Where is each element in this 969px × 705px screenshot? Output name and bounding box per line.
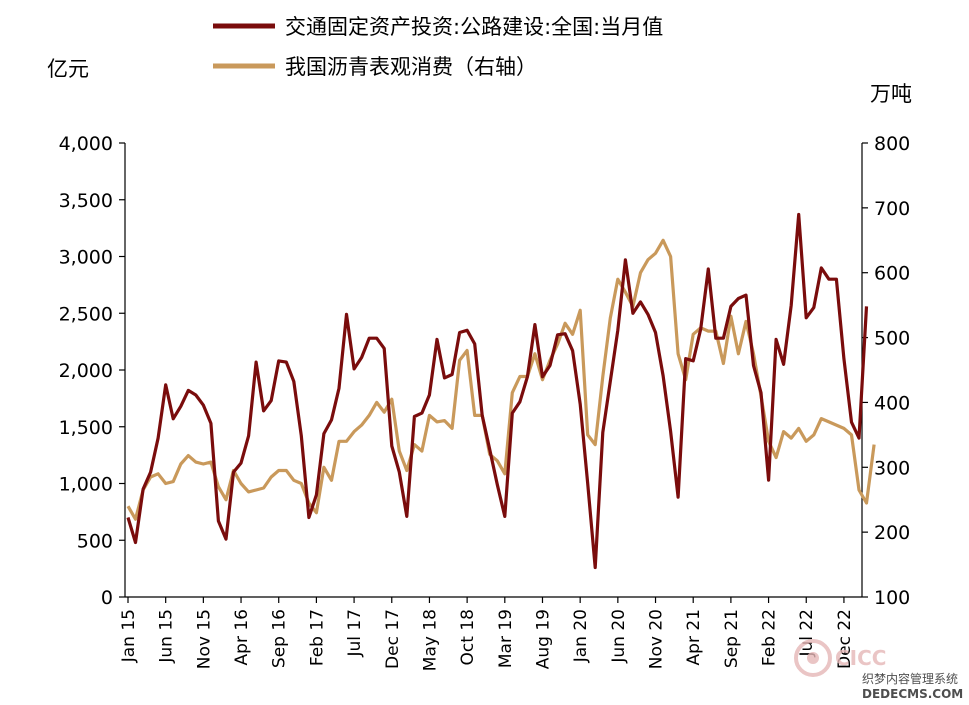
- x-tick-label: Jul 17: [345, 609, 365, 658]
- x-tick-label: Jun 20: [609, 609, 629, 664]
- series-layer: [126, 212, 876, 570]
- x-tick-label: Jan 15: [119, 609, 139, 663]
- right-tick-label: 700: [874, 198, 910, 220]
- x-axis-ticks: Jan 15 Jun 15 Nov 15 Apr 16 Sep 16 Feb 17 Jul …: [119, 597, 855, 671]
- x-tick-label: Feb 22: [760, 609, 780, 666]
- left-tick-label: 1,500: [59, 417, 113, 439]
- left-tick-label: 3,000: [59, 247, 113, 269]
- left-axis-ticks: 0 500 1,000 1,500 2,000 2,500 3,000 3,500 4,000: [59, 133, 125, 609]
- x-tick-label: Sep 21: [722, 609, 742, 668]
- left-axis-unit: 亿元: [47, 57, 89, 81]
- x-tick-label: Dec 22: [835, 609, 855, 669]
- right-tick-label: 600: [874, 263, 910, 285]
- left-tick-label: 1,000: [59, 474, 113, 496]
- x-tick-label: Apr 21: [684, 609, 704, 665]
- x-tick-label: Apr 16: [232, 609, 252, 665]
- x-tick-label: Jul 22: [797, 609, 817, 658]
- legend-label-asphalt-consumption: 我国沥青表观消费（右轴）: [285, 55, 537, 79]
- legend: 交通固定资产投资:公路建设:全国:当月值 我国沥青表观消费（右轴）: [213, 15, 663, 79]
- svg-text:CICC: CICC: [835, 646, 886, 670]
- right-tick-label: 200: [874, 522, 910, 544]
- left-tick-label: 0: [101, 587, 113, 609]
- x-tick-label: Nov 20: [647, 609, 667, 669]
- left-tick-label: 4,000: [59, 133, 113, 155]
- right-tick-label: 300: [874, 457, 910, 479]
- x-tick-label: Jan 20: [571, 609, 591, 663]
- right-axis-unit: 万吨: [870, 82, 912, 106]
- right-tick-label: 800: [874, 133, 910, 155]
- left-tick-label: 3,500: [59, 190, 113, 212]
- left-tick-label: 2,500: [59, 303, 113, 325]
- legend-label-highway-investment: 交通固定资产投资:公路建设:全国:当月值: [285, 15, 663, 39]
- svg-text:DEDECMS.COM: DEDECMS.COM: [862, 687, 963, 701]
- x-tick-label: Dec 17: [383, 609, 403, 669]
- x-tick-label: Feb 17: [307, 609, 327, 666]
- right-axis-ticks: 100 200 300 400 500 600 700 800: [862, 133, 910, 609]
- x-tick-label: Mar 19: [496, 609, 516, 668]
- x-tick-label: Nov 15: [194, 609, 214, 669]
- left-tick-label: 500: [77, 530, 113, 552]
- left-tick-label: 2,000: [59, 360, 113, 382]
- x-tick-label: Aug 19: [533, 609, 553, 669]
- right-tick-label: 400: [874, 392, 910, 414]
- right-tick-label: 500: [874, 328, 910, 350]
- series-line-asphalt-consumption: [126, 238, 876, 521]
- right-tick-label: 100: [874, 587, 910, 609]
- x-tick-label: Sep 16: [270, 609, 290, 668]
- x-tick-label: Oct 18: [458, 609, 478, 665]
- watermark-logo: CICC 织梦内容管理系统 DEDECMS.COM: [794, 639, 963, 701]
- x-tick-label: May 18: [420, 609, 440, 671]
- series-line-highway-investment: [126, 212, 869, 570]
- x-tick-label: Jun 15: [157, 609, 177, 664]
- svg-text:织梦内容管理系统: 织梦内容管理系统: [862, 671, 958, 686]
